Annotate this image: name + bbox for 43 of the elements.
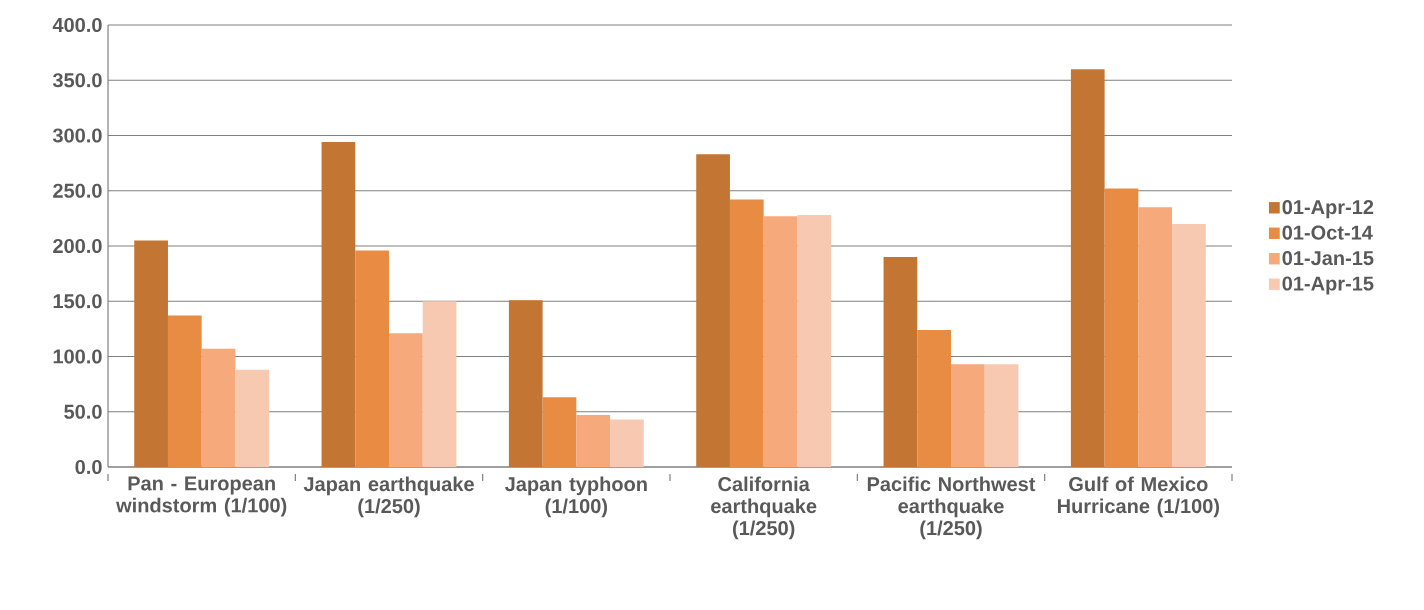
legend-label: 01-Apr-15 bbox=[1282, 276, 1374, 295]
y-tick-label: 0.0 bbox=[75, 459, 102, 475]
bar bbox=[355, 250, 390, 467]
bar bbox=[201, 348, 236, 467]
y-tick-label: 350.0 bbox=[52, 73, 102, 88]
x-tick-label: Gulf of Mexico Hurricane (1/100) bbox=[1057, 476, 1220, 518]
x-tick-label: Pan - European windstorm (1/100) bbox=[116, 476, 287, 517]
bar bbox=[797, 215, 832, 467]
y-tick-label: 300.0 bbox=[52, 128, 102, 143]
bar bbox=[134, 240, 168, 467]
bar bbox=[1104, 188, 1139, 467]
y-tick-label: 100.0 bbox=[53, 349, 102, 364]
bar bbox=[321, 142, 356, 467]
bar bbox=[1172, 223, 1206, 467]
bar bbox=[422, 301, 457, 467]
y-tick-label: 50.0 bbox=[64, 404, 102, 419]
bar bbox=[542, 397, 577, 467]
bar bbox=[696, 154, 730, 467]
y-tick-label: 200.0 bbox=[53, 238, 102, 254]
bar bbox=[576, 415, 611, 467]
legend-label: 01-Jan-15 bbox=[1282, 251, 1374, 266]
bar bbox=[508, 300, 543, 467]
x-tick-label: Pacific Northwest earthquake (1/250) bbox=[867, 476, 1036, 540]
bar bbox=[984, 364, 1019, 467]
bar bbox=[883, 257, 918, 467]
x-tick-label: California earthquake (1/250) bbox=[711, 476, 817, 540]
y-tick-label: 150.0 bbox=[53, 294, 102, 309]
bar bbox=[951, 364, 985, 467]
bar bbox=[1138, 207, 1173, 467]
bar bbox=[389, 333, 423, 467]
y-tick-label: 250.0 bbox=[53, 183, 102, 198]
bar bbox=[167, 315, 202, 467]
bar bbox=[729, 199, 764, 467]
bar bbox=[1070, 69, 1105, 467]
bar bbox=[235, 369, 270, 467]
y-tick-label: 400.0 bbox=[52, 17, 102, 33]
bar bbox=[763, 216, 798, 467]
legend-label: 01-Oct-14 bbox=[1282, 225, 1373, 240]
x-tick-label: Japan earthquake (1/250) bbox=[303, 476, 474, 518]
legend-label: 01-Apr-12 bbox=[1282, 200, 1374, 219]
x-tick-label: Japan typhoon (1/100) bbox=[504, 476, 647, 518]
bar bbox=[610, 419, 644, 467]
bar bbox=[917, 329, 951, 467]
